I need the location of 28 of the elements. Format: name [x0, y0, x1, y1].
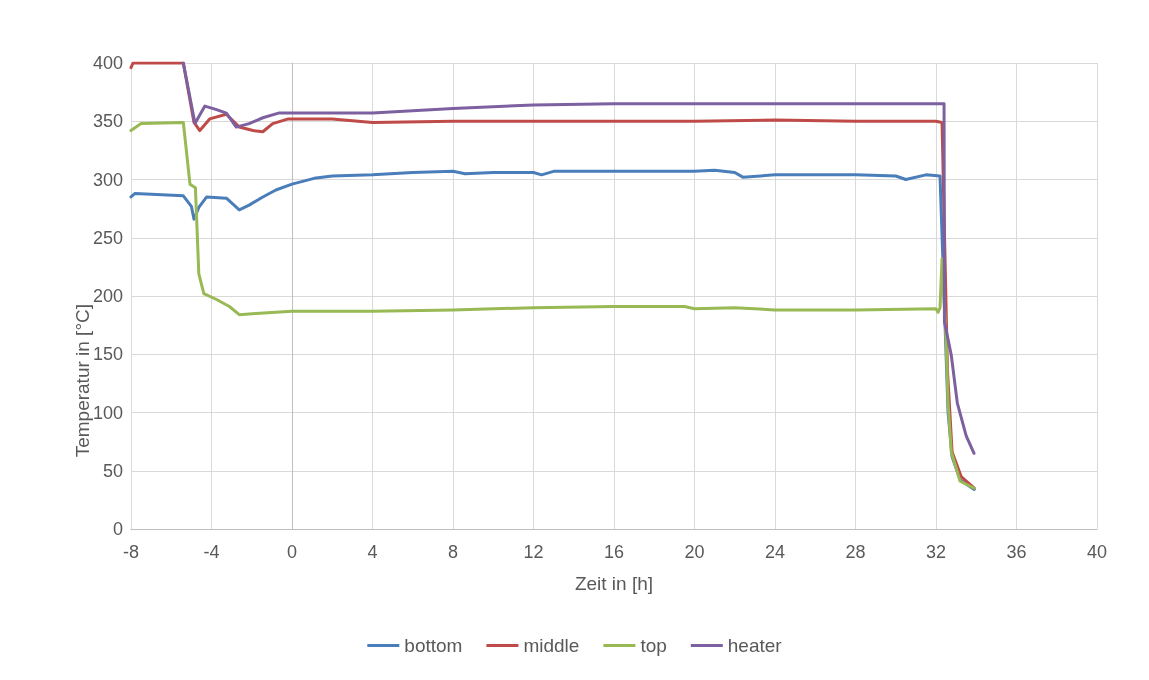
x-tick-label: 40 — [1086, 542, 1108, 562]
y-axis-title: Temperatur in [°C] — [72, 303, 93, 458]
x-tick-label: 20 — [684, 542, 705, 562]
legend-label: middle — [523, 635, 580, 656]
x-tick-label: 8 — [447, 542, 459, 562]
x-tick-label: 28 — [845, 542, 866, 562]
x-tick-label: -4 — [203, 542, 220, 562]
y-tick-label: 350 — [92, 111, 123, 132]
legend-label: top — [640, 635, 667, 656]
legend-label: bottom — [404, 635, 463, 656]
x-tick-label: 12 — [523, 542, 544, 562]
y-tick-label: 200 — [92, 286, 123, 306]
legend-label: heater — [727, 635, 783, 656]
x-tick-label: 24 — [764, 542, 786, 562]
y-tick-label: 250 — [92, 227, 123, 248]
y-tick-label: 300 — [92, 169, 123, 190]
y-tick-label: 400 — [92, 53, 123, 73]
x-tick-label: 36 — [1006, 542, 1027, 562]
y-tick-label: 0 — [112, 519, 123, 539]
y-tick-label: 50 — [102, 460, 123, 481]
x-tick-label: -8 — [122, 542, 140, 562]
x-tick-label: 4 — [367, 542, 378, 562]
x-tick-label: 32 — [925, 542, 947, 562]
y-tick-label: 150 — [92, 344, 123, 365]
x-tick-label: 16 — [603, 542, 625, 562]
x-axis-title: Zeit in [h] — [574, 573, 654, 594]
x-tick-label: 0 — [286, 542, 298, 562]
y-tick-label: 100 — [92, 402, 123, 423]
